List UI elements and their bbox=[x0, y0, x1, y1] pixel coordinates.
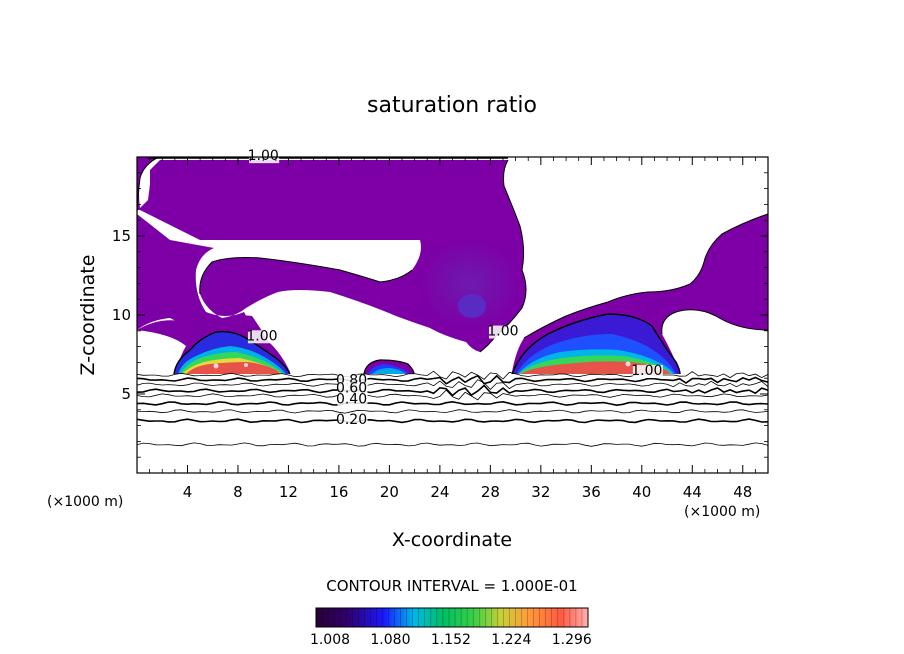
x-axis-units-right: (×1000 m) bbox=[684, 504, 760, 520]
x-tick-label: 40 bbox=[632, 483, 651, 501]
contour-label-background bbox=[337, 414, 368, 428]
contour-line-0.1 bbox=[137, 442, 768, 447]
supersaturated-core-center-inner bbox=[458, 294, 486, 318]
colorbar-stripes bbox=[321, 608, 583, 627]
y-tick-label: 15 bbox=[112, 227, 131, 245]
contour-label: 1.00 bbox=[246, 328, 277, 344]
colorbar-tick-label: 1.080 bbox=[370, 632, 410, 648]
contour-lines bbox=[137, 370, 768, 447]
x-tick-label: 36 bbox=[582, 483, 601, 501]
x-tick-label: 32 bbox=[531, 483, 550, 501]
colorbar-tick-label: 1.008 bbox=[310, 632, 350, 648]
colorbar-tick-label: 1.224 bbox=[491, 632, 531, 648]
contour-label-background bbox=[337, 382, 368, 396]
x-tick-label: 16 bbox=[329, 483, 348, 501]
plot-area bbox=[137, 157, 768, 447]
contour-line-0.6 bbox=[137, 384, 768, 397]
x-tick-label: 28 bbox=[481, 483, 500, 501]
contour-label: 1.00 bbox=[487, 324, 518, 340]
colorbar-labels: 1.008 1.080 1.152 1.224 1.296 bbox=[310, 632, 592, 648]
contour-label: 1.00 bbox=[631, 363, 662, 379]
contour-line-0.7 bbox=[137, 379, 768, 390]
colorbar-gradient bbox=[315, 607, 589, 628]
contour-1-00-right-cloud bbox=[511, 313, 681, 375]
x-tick-label: 12 bbox=[279, 483, 298, 501]
x-axis-ticks: 4 8 12 16 20 24 28 32 36 40 44 48 bbox=[149, 157, 756, 501]
contour-label-background bbox=[247, 330, 278, 344]
supersaturated-core-center bbox=[420, 240, 520, 328]
x-tick-label: 24 bbox=[430, 483, 449, 501]
contour-interval-text: CONTOUR INTERVAL = 1.000E-01 bbox=[326, 577, 577, 595]
x-tick-label: 44 bbox=[683, 483, 702, 501]
cloud-small bbox=[364, 360, 414, 374]
x-axis-units-left: (×1000 m) bbox=[47, 494, 123, 510]
contour-1-00-left-cloud bbox=[173, 330, 291, 375]
chart-title: saturation ratio bbox=[367, 93, 537, 118]
y-tick-label: 10 bbox=[112, 306, 131, 324]
colorbar-tick-label: 1.152 bbox=[431, 632, 471, 648]
contour-label-background bbox=[337, 393, 368, 407]
contour-label-background bbox=[632, 365, 663, 379]
x-tick-label: 20 bbox=[380, 483, 399, 501]
x-tick-label: 48 bbox=[733, 483, 752, 501]
y-axis-label: Z-coordinate bbox=[77, 255, 99, 376]
cloud-left bbox=[174, 331, 290, 374]
y-axis-ticks: 5 10 15 bbox=[112, 172, 768, 458]
contour-label-background bbox=[488, 325, 519, 339]
x-axis-label: X-coordinate bbox=[392, 529, 512, 551]
contour-line-0.5 bbox=[137, 389, 768, 401]
cloud-right bbox=[512, 314, 680, 374]
contour-1-00-small-cloud bbox=[363, 359, 415, 375]
contour-label: 0.40 bbox=[336, 391, 367, 407]
y-tick-label: 5 bbox=[121, 385, 131, 403]
contour-line-0.2 bbox=[137, 418, 768, 424]
contour-label: 1.00 bbox=[248, 148, 279, 164]
x-tick-label: 8 bbox=[233, 483, 243, 501]
contour-line-0.4 bbox=[137, 400, 768, 407]
contour-label: 0.60 bbox=[336, 380, 367, 396]
x-tick-label: 4 bbox=[183, 483, 193, 501]
contour-line-0.8 bbox=[137, 374, 768, 385]
colorbar: 1.008 1.080 1.152 1.224 1.296 bbox=[310, 607, 592, 648]
contour-line-0.3 bbox=[137, 409, 768, 414]
contour-label: 0.20 bbox=[336, 412, 367, 428]
colorbar-tick-label: 1.296 bbox=[552, 632, 592, 648]
